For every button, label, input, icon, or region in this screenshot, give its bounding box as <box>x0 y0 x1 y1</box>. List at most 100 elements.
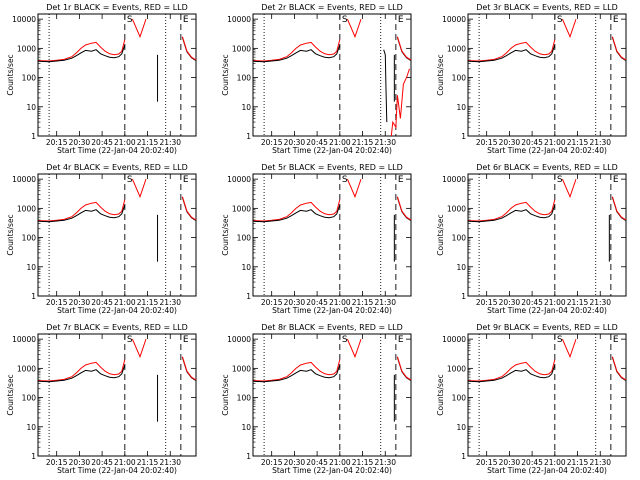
detector-panel-5r: Det 5r BLACK = Events, RED = LLD 1 10 100 10… <box>221 163 412 315</box>
plot-frame <box>467 13 627 137</box>
y-tick-label: 100 <box>237 234 252 243</box>
x-tick-label: 20:15 <box>476 138 498 147</box>
series-lld-saa-dip <box>561 178 577 199</box>
series-lld <box>468 199 556 222</box>
marker-s: S <box>127 335 133 345</box>
y-tick-label: 10000 <box>12 335 36 344</box>
y-tick-label: 1000 <box>232 204 251 213</box>
series-lld <box>38 199 126 222</box>
y-tick-label: 1000 <box>17 44 36 53</box>
series-events-decay <box>181 357 197 382</box>
x-tick-label: 21:15 <box>567 138 589 147</box>
series-events <box>38 44 126 63</box>
x-tick-label: 21:00 <box>114 458 136 467</box>
series-lld-decay <box>396 196 412 221</box>
plot-frame <box>467 333 627 457</box>
y-tick-label: 10 <box>456 103 466 112</box>
series-lld-saa-dip <box>131 178 147 199</box>
y-tick-label: 10000 <box>227 15 251 24</box>
y-tick-label: 1000 <box>447 204 466 213</box>
x-tick-label: 20:45 <box>91 138 113 147</box>
series-events <box>38 364 126 383</box>
series-lld-recovery <box>390 68 410 137</box>
series-lld <box>468 39 556 62</box>
y-tick-label: 1 <box>461 452 466 461</box>
y-axis-label: Counts/sec <box>436 374 445 415</box>
series-events <box>253 364 341 383</box>
panel-title: Det 6r BLACK = Events, RED = LLD <box>476 163 618 172</box>
x-tick-label: 20:30 <box>499 138 521 147</box>
series-events-decay <box>611 197 627 222</box>
y-tick-label: 100 <box>22 394 37 403</box>
x-axis-label: Start Time (22-Jan-04 20:02:40) <box>272 146 392 155</box>
x-tick-label: 21:00 <box>544 298 566 307</box>
series-lld-decay <box>181 196 197 221</box>
marker-e: E <box>183 335 189 345</box>
x-tick-label: 20:15 <box>476 458 498 467</box>
y-tick-label: 1 <box>246 292 251 301</box>
series-lld-saa-dip <box>131 338 147 359</box>
y-tick-label: 10 <box>26 423 36 432</box>
y-tick-label: 100 <box>237 74 252 83</box>
series-events <box>468 204 556 223</box>
x-axis-label: Start Time (22-Jan-04 20:02:40) <box>487 306 607 315</box>
x-tick-label: 20:30 <box>499 298 521 307</box>
x-tick-label: 20:30 <box>284 138 306 147</box>
y-tick-label: 1000 <box>447 44 466 53</box>
plot-frame <box>37 173 197 297</box>
x-tick-label: 20:15 <box>46 298 68 307</box>
x-tick-label: 21:30 <box>374 298 396 307</box>
marker-s: S <box>342 15 348 25</box>
series-lld-saa-dip <box>346 18 362 39</box>
x-axis-label: Start Time (22-Jan-04 20:02:40) <box>57 466 177 475</box>
marker-s: S <box>557 175 563 185</box>
y-tick-label: 10000 <box>442 175 466 184</box>
y-tick-label: 10000 <box>442 335 466 344</box>
series-lld <box>468 359 556 382</box>
series-events-exit-drop <box>383 49 388 123</box>
y-tick-label: 1000 <box>447 364 466 373</box>
x-tick-label: 21:15 <box>352 458 374 467</box>
x-axis-label: Start Time (22-Jan-04 20:02:40) <box>487 466 607 475</box>
x-tick-label: 21:15 <box>137 138 159 147</box>
y-axis-label: Counts/sec <box>6 214 15 255</box>
series-lld <box>38 359 126 382</box>
series-events <box>253 204 341 223</box>
x-tick-label: 21:15 <box>567 298 589 307</box>
y-axis-label: Counts/sec <box>6 374 15 415</box>
x-tick-label: 21:00 <box>544 458 566 467</box>
x-tick-label: 21:30 <box>159 138 181 147</box>
y-tick-label: 100 <box>22 74 37 83</box>
x-tick-label: 20:45 <box>91 458 113 467</box>
marker-s: S <box>127 175 133 185</box>
panel-title: Det 1r BLACK = Events, RED = LLD <box>46 3 188 12</box>
y-tick-label: 10 <box>241 103 251 112</box>
series-events <box>38 204 126 223</box>
detector-panel-2r: Det 2r BLACK = Events, RED = LLD 1 10 100 10… <box>221 3 412 155</box>
series-lld-saa-dip <box>131 18 147 39</box>
series-lld-decay <box>181 36 197 61</box>
x-axis-label: Start Time (22-Jan-04 20:02:40) <box>487 146 607 155</box>
series-events-decay <box>396 197 412 222</box>
y-axis-label: Counts/sec <box>221 374 230 415</box>
y-tick-label: 10 <box>26 263 36 272</box>
series-lld-saa-dip <box>561 338 577 359</box>
series-lld <box>253 359 341 382</box>
detector-panel-7r: Det 7r BLACK = Events, RED = LLD 1 10 100 10… <box>6 323 197 475</box>
series-events-decay <box>181 37 197 62</box>
y-tick-label: 1 <box>246 452 251 461</box>
x-tick-label: 21:15 <box>137 298 159 307</box>
x-tick-label: 21:15 <box>137 458 159 467</box>
plot-frame <box>252 333 412 457</box>
series-events-decay <box>181 197 197 222</box>
series-events <box>468 44 556 63</box>
x-tick-label: 20:45 <box>306 298 328 307</box>
x-tick-label: 21:00 <box>114 298 136 307</box>
series-lld-decay <box>181 356 197 381</box>
x-tick-label: 20:15 <box>46 138 68 147</box>
y-tick-label: 10 <box>241 263 251 272</box>
panel-title: Det 7r BLACK = Events, RED = LLD <box>46 323 188 332</box>
y-axis-label: Counts/sec <box>221 214 230 255</box>
x-tick-label: 20:15 <box>261 298 283 307</box>
series-lld-saa-dip <box>346 178 362 199</box>
